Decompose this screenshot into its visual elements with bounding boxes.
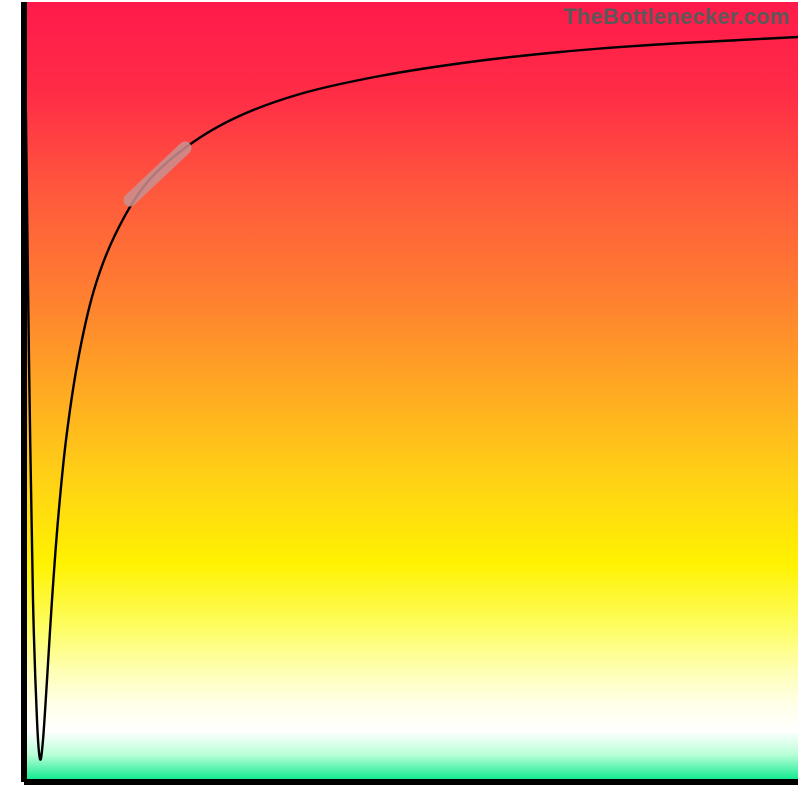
plot-background — [24, 2, 798, 782]
bottleneck-curve-chart — [0, 0, 800, 800]
chart-container: TheBottlenecker.com — [0, 0, 800, 800]
